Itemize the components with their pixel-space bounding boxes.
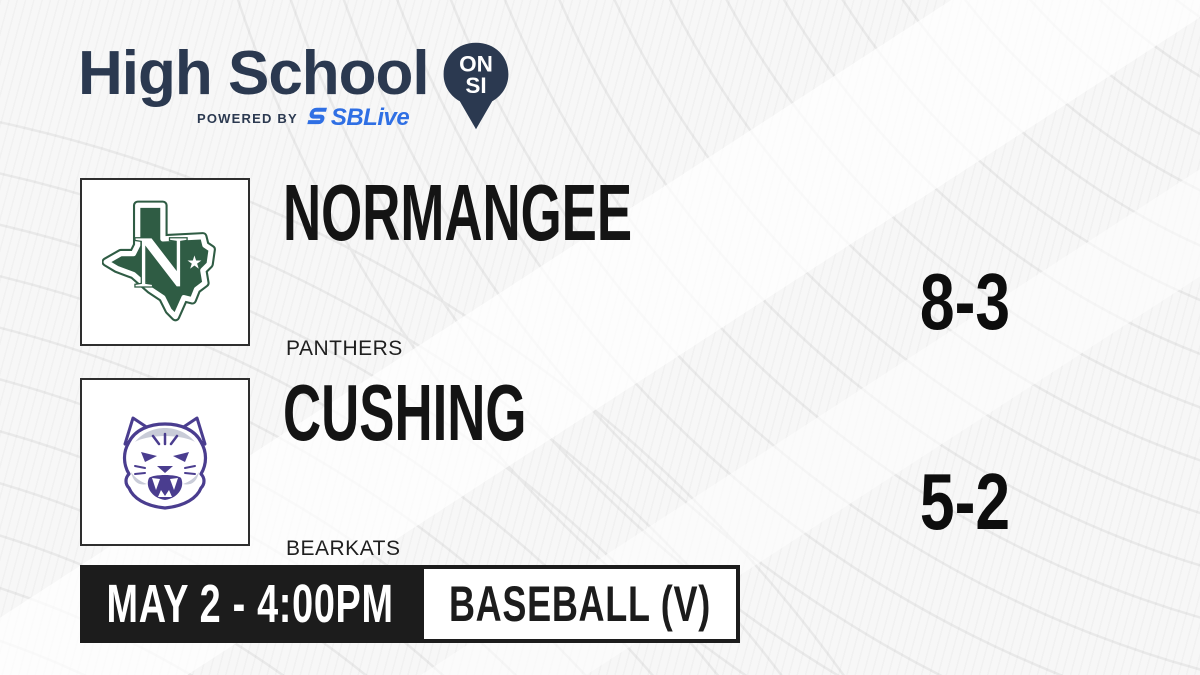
team2-mascot: BEARKATS <box>286 537 401 560</box>
team1-record: 8-3 <box>919 257 1011 346</box>
team2-logo-box <box>80 378 250 546</box>
sblive-s-icon <box>307 107 327 125</box>
svg-text:SI: SI <box>465 73 486 98</box>
powered-by-row: POWERED BY SBLive <box>197 104 410 132</box>
team2-record: 5-2 <box>919 457 1011 546</box>
svg-text:ON: ON <box>459 52 493 77</box>
svg-text:★: ★ <box>186 252 202 272</box>
team2-name: CUSHING <box>283 368 527 457</box>
cushing-bearkat-logo <box>122 416 208 510</box>
sblive-wordmark: SBLive <box>330 104 410 131</box>
team1-logo-box: N ★ <box>80 178 250 346</box>
on-si-pin-icon: ON SI <box>443 42 509 130</box>
powered-by-label: POWERED BY <box>197 110 298 126</box>
svg-text:N: N <box>134 221 189 304</box>
game-sport: BASEBALL (V) <box>449 576 711 632</box>
normangee-texas-n-logo: N ★ <box>102 200 216 322</box>
team1-mascot: PANTHERS <box>286 337 403 360</box>
brand-title: High School <box>78 39 430 108</box>
sblive-logo: SBLive <box>307 104 410 132</box>
game-datetime-box: MAY 2 - 4:00PM <box>80 565 420 643</box>
game-sport-box: BASEBALL (V) <box>420 565 740 643</box>
team1-name: NORMANGEE <box>283 168 633 257</box>
game-datetime: MAY 2 - 4:00PM <box>106 574 394 634</box>
